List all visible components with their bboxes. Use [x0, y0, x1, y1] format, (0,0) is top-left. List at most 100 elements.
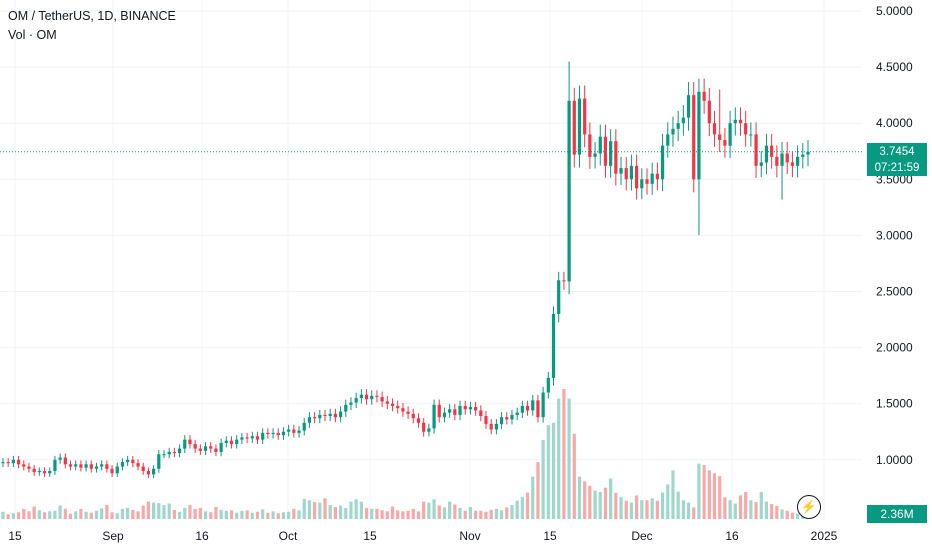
candle-body [572, 100, 576, 155]
volume-bar [624, 500, 628, 519]
candle-body [484, 416, 488, 424]
volume-bar [333, 506, 337, 519]
candle-body [370, 395, 374, 400]
volume-bar [474, 510, 478, 519]
volume-bar [764, 501, 769, 519]
candle-body [79, 464, 83, 468]
candle-body [167, 451, 171, 455]
volume-bar [655, 500, 659, 519]
candle-body [48, 471, 52, 474]
candle-body [162, 454, 166, 456]
volume-bar [94, 510, 99, 519]
candle-body [302, 422, 306, 431]
volume-bar [593, 490, 597, 519]
candle-body [84, 464, 88, 468]
candle-body [287, 429, 291, 432]
candle-body [453, 409, 457, 415]
y-tick-label: 5.0000 [876, 4, 913, 18]
volume-bar [541, 440, 545, 519]
y-tick-label: 1.0000 [876, 453, 913, 467]
volume-bar [313, 502, 317, 519]
volume-bar [427, 502, 431, 519]
volume-bar [635, 495, 639, 519]
volume-bar [120, 508, 125, 519]
volume-bar [318, 502, 322, 519]
candle-body [172, 451, 176, 454]
candle-body [583, 98, 587, 135]
volume-bar [380, 510, 384, 519]
volume-bar [281, 512, 286, 519]
candle-body [1, 462, 5, 464]
volume-bar [479, 510, 483, 519]
volume-bar [463, 510, 467, 519]
volume-bar [219, 509, 223, 519]
candle-body [261, 432, 265, 440]
volume-bar [499, 510, 504, 519]
volume-bar [603, 487, 608, 519]
volume-bar [448, 501, 452, 519]
candle-body [702, 91, 706, 101]
volume-bar [136, 511, 140, 519]
candle-body [619, 168, 623, 174]
last-price-tag: 3.7454 07:21:59 [867, 143, 927, 176]
candle-body [588, 134, 592, 157]
volume-bar [775, 506, 779, 519]
volume-bar [16, 512, 21, 519]
candle-body [738, 119, 743, 124]
volume-bar [364, 507, 369, 519]
volume-legend: Vol · OM [8, 28, 57, 42]
x-tick-label: Sep [102, 529, 124, 543]
candle-body [203, 446, 208, 451]
volume-tag: 2.36M [867, 505, 927, 523]
volume-bar [551, 422, 556, 519]
candle-body [53, 459, 57, 472]
candle-body [525, 405, 530, 411]
volume-bar [546, 425, 550, 519]
volume-bar [131, 509, 135, 519]
volume-bar [406, 510, 410, 519]
volume-bar [167, 503, 171, 519]
candle-body [89, 464, 93, 469]
volume-bar [577, 476, 582, 519]
candle-body [27, 466, 31, 469]
candle-body [489, 423, 493, 430]
volume-bar [359, 501, 363, 519]
volume-bar [557, 398, 561, 519]
candle-body [432, 404, 436, 429]
volume-bar [84, 511, 88, 519]
candle-body [546, 377, 550, 393]
candle-body [11, 459, 15, 464]
candle-body [328, 413, 332, 417]
volume-bar [157, 503, 161, 519]
candle-body [624, 168, 628, 180]
candle-body [712, 123, 717, 135]
volume-bar [692, 507, 696, 519]
volume-bar [686, 502, 691, 519]
candle-body [494, 423, 498, 430]
y-tick-label: 4.0000 [876, 116, 913, 130]
volume-bar [100, 508, 104, 519]
volume-bar [307, 500, 312, 519]
lightning-icon[interactable]: ⚡ [797, 495, 821, 519]
candle-body [266, 432, 270, 434]
volume-bar [297, 510, 301, 519]
x-tick-label: 15 [543, 529, 557, 543]
candle-body [411, 413, 415, 419]
candle-body [557, 280, 561, 314]
volume-bar [640, 500, 644, 519]
candle-body [271, 432, 275, 434]
volume-bar [110, 512, 114, 519]
candle-body [718, 134, 722, 141]
volume-bar [645, 500, 649, 519]
x-tick-label: 16 [725, 529, 739, 543]
candle-body [188, 439, 192, 445]
volume-bar [141, 505, 145, 519]
volume-bar [660, 492, 665, 519]
candle-body [354, 398, 358, 403]
x-tick-label: Oct [279, 529, 298, 543]
volume-bar [744, 492, 748, 519]
volume-bar [276, 513, 280, 519]
candle-body [131, 459, 135, 464]
volume-bar [718, 476, 722, 519]
